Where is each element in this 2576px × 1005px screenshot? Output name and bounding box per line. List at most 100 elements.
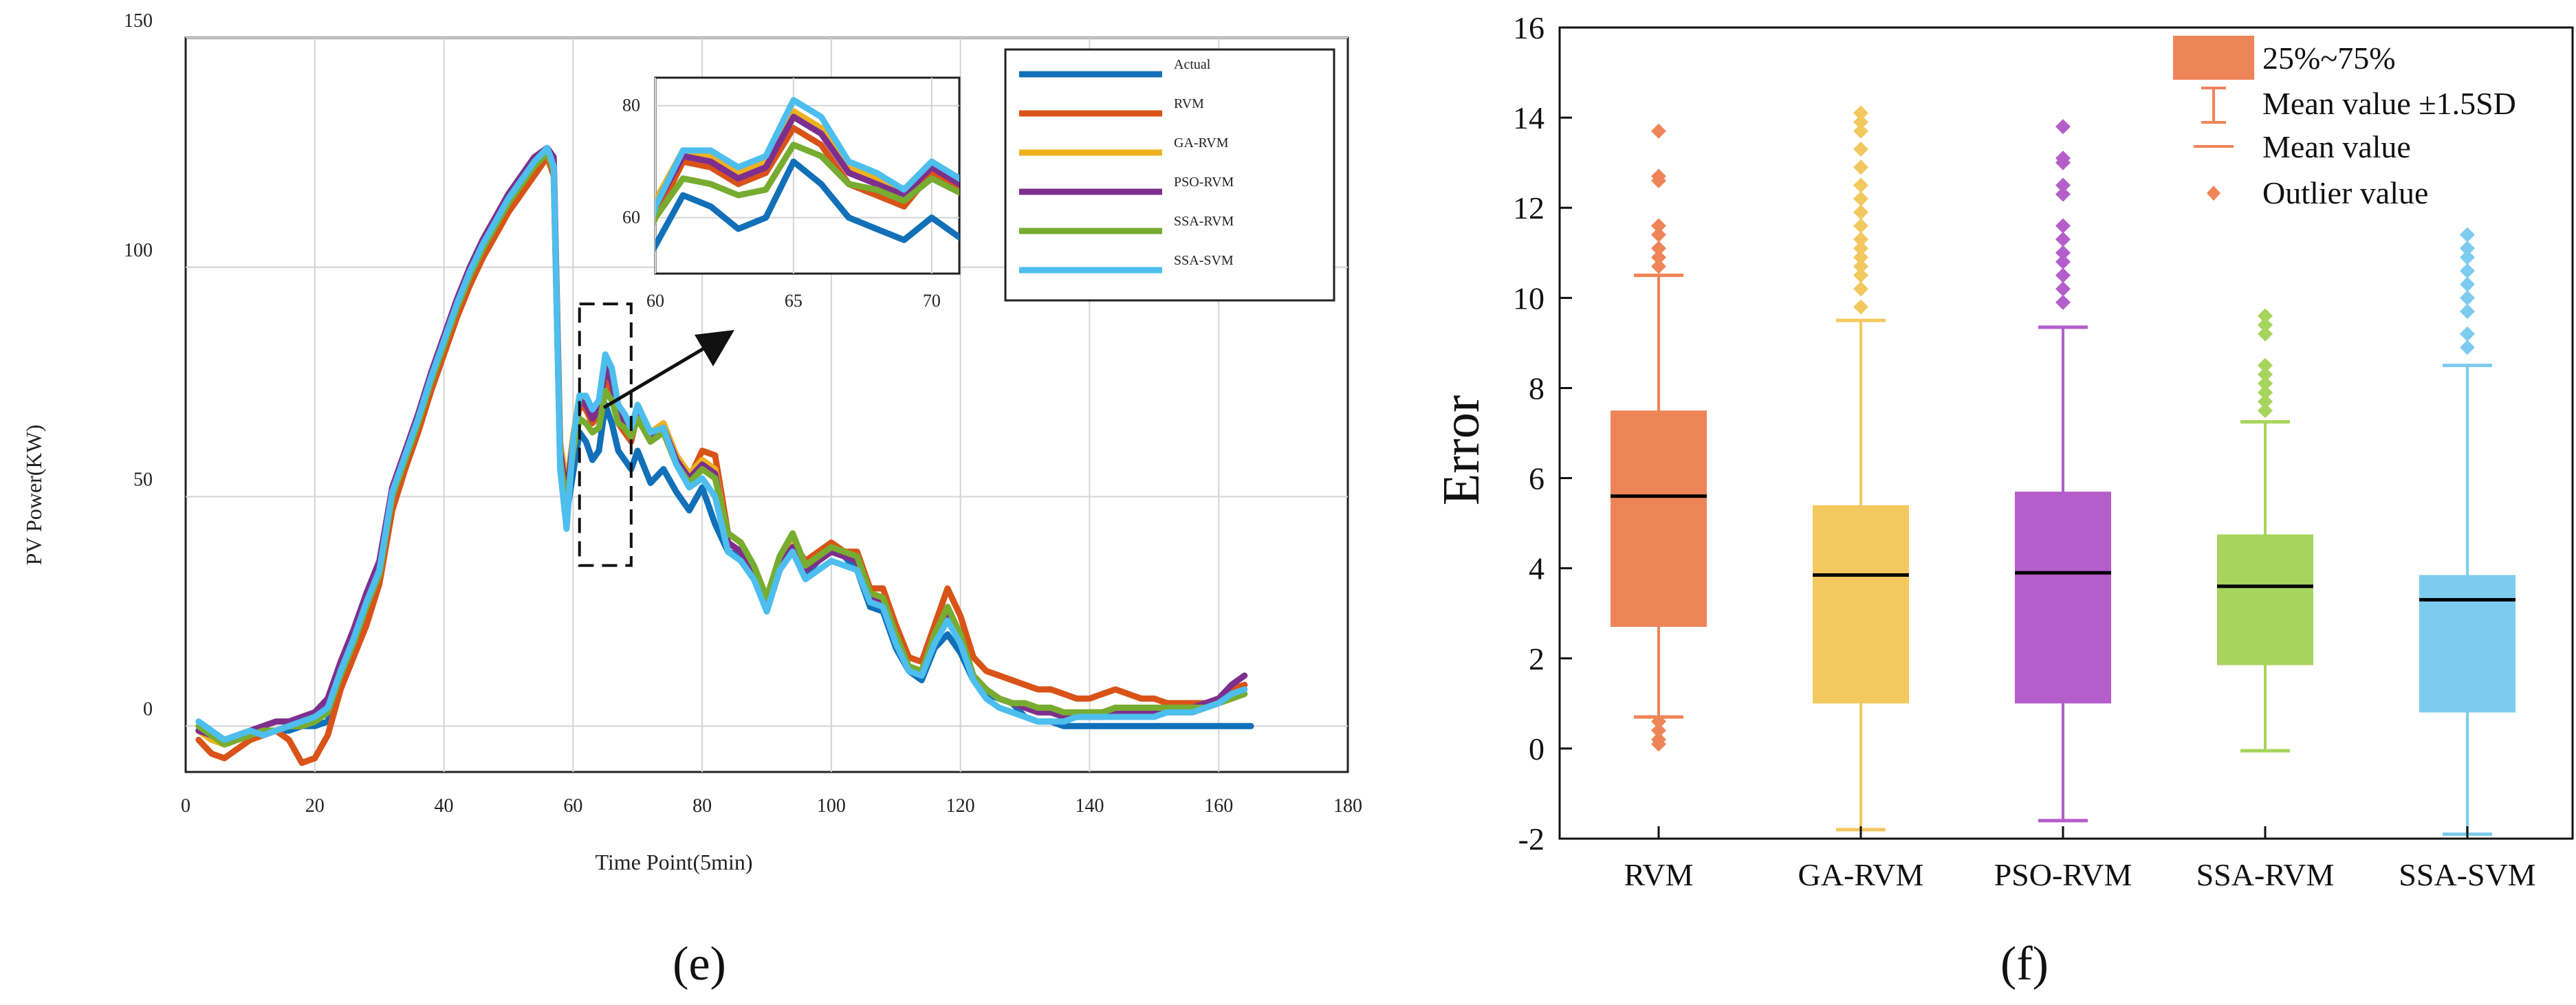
legend-e: Actual RVM GA-RVM PSO-RVM SSA-RVM SSA-SVM xyxy=(1004,48,1335,302)
y-axis-label-e: PV Power(KW) xyxy=(21,425,46,566)
outlier-point xyxy=(2055,281,2071,297)
x-tick-label: 180 xyxy=(1333,795,1362,817)
y-tick-label: 0 xyxy=(1529,731,1544,766)
legend-box-swatch xyxy=(2173,36,2254,80)
outlier-point xyxy=(1651,731,1666,747)
box-plot-panel-f: -2 0 2 4 6 8 10 12 14 16 RVM GA-RVM PSO-RVM SSA-RVM S… xyxy=(1432,10,2574,892)
y-ticks-e: 0 50 100 150 xyxy=(124,10,153,720)
legend-label: Mean value xyxy=(2262,129,2411,164)
y-tick-label: 12 xyxy=(1513,190,1544,225)
outlier-point xyxy=(1853,267,1868,283)
outlier-point xyxy=(2055,119,2071,135)
outlier-point xyxy=(2055,232,2071,247)
outlier-point xyxy=(1651,218,1666,234)
outlier-point xyxy=(2258,375,2273,391)
legend-label: Mean value ±1.5SD xyxy=(2262,86,2516,121)
inset-series-group xyxy=(655,97,959,252)
y-tick-label: 0 xyxy=(143,698,153,720)
outlier-point xyxy=(1853,250,1868,265)
inset-ticks: 60 65 70 60 80 xyxy=(622,96,941,311)
x-axis-label-e: Time Point(5min) xyxy=(595,850,752,874)
line-chart-panel-e: 0 20 40 60 80 100 120 140 160 180 0 50 100 150 60 65 7… xyxy=(21,10,1362,874)
zoom-arrow xyxy=(602,330,734,410)
outlier-point xyxy=(2258,326,2273,342)
outlier-point xyxy=(2460,340,2475,355)
outlier-point xyxy=(1853,105,1868,121)
series-line xyxy=(195,144,1248,743)
y-ticks-f: -2 0 2 4 6 8 10 12 14 16 xyxy=(1513,10,1572,857)
outlier-point xyxy=(2460,250,2475,265)
x-tick-label: 0 xyxy=(181,795,190,817)
x-tick-label: SSA-SVM xyxy=(2399,857,2535,892)
outlier-point xyxy=(2460,304,2475,319)
x-tick-label: 140 xyxy=(1075,795,1104,817)
box-iqr xyxy=(2015,492,2111,704)
x-tick-label: 120 xyxy=(946,795,975,817)
zoom-box xyxy=(578,302,633,567)
legend-label: 25%~75% xyxy=(2262,41,2396,76)
outlier-point xyxy=(1853,258,1868,274)
box-iqr xyxy=(2217,534,2313,665)
outlier-point xyxy=(2258,394,2273,410)
outlier-point xyxy=(1853,281,1868,297)
legend-label: GA-RVM xyxy=(1174,135,1229,151)
outlier-point xyxy=(1853,114,1868,130)
box-iqr xyxy=(1813,505,1909,704)
outlier-point xyxy=(1853,299,1868,315)
x-tick-label: GA-RVM xyxy=(1798,857,1924,892)
outlier-point xyxy=(2460,326,2475,342)
x-tick-label: 80 xyxy=(692,795,712,817)
x-tick-label: SSA-RVM xyxy=(2196,857,2335,892)
inset-x-tick-label: 60 xyxy=(646,291,664,311)
outlier-point xyxy=(2055,177,2071,193)
outlier-point xyxy=(1853,142,1868,157)
outlier-point xyxy=(1853,123,1868,139)
inset-y-tick-label: 80 xyxy=(622,96,640,115)
outlier-point xyxy=(2460,263,2475,278)
y-tick-label: 16 xyxy=(1513,10,1544,45)
boxes-group-f xyxy=(1611,105,2515,836)
outlier-point xyxy=(1853,204,1868,220)
x-tick-label: 100 xyxy=(817,795,846,817)
legend-label: Outlier value xyxy=(2262,175,2428,210)
y-tick-label: 100 xyxy=(124,240,153,261)
y-tick-label: 6 xyxy=(1529,461,1544,496)
outlier-point xyxy=(1853,241,1868,256)
inset-y-tick-label: 60 xyxy=(622,208,640,228)
outlier-point xyxy=(2460,290,2475,306)
outlier-point xyxy=(2055,186,2071,202)
plot-area-f xyxy=(1558,26,2574,840)
x-tick-label: 60 xyxy=(563,795,582,817)
inset-zoom-chart: 60 65 70 60 80 xyxy=(622,76,961,311)
legend-label: RVM xyxy=(1174,96,1204,111)
legend-label: SSA-SVM xyxy=(1174,253,1234,268)
outlier-point xyxy=(2055,151,2071,166)
y-tick-label: 10 xyxy=(1513,280,1544,316)
legend-label: PSO-RVM xyxy=(1174,175,1234,190)
outlier-point xyxy=(1651,722,1666,738)
caption-e: (e) xyxy=(673,938,726,991)
inset-series-line xyxy=(655,142,959,226)
outlier-point xyxy=(1853,159,1868,175)
y-tick-label: 4 xyxy=(1529,551,1544,586)
inset-x-tick-label: 65 xyxy=(785,291,803,311)
outlier-point xyxy=(1651,123,1666,139)
outlier-point xyxy=(1651,227,1666,243)
inset-x-tick-label: 70 xyxy=(923,291,941,311)
y-tick-label: 2 xyxy=(1529,641,1544,676)
outlier-point xyxy=(1651,714,1666,729)
outlier-point xyxy=(2258,317,2273,333)
legend-label: SSA-RVM xyxy=(1174,214,1234,229)
x-tick-label: RVM xyxy=(1624,857,1693,892)
x-tick-label: 40 xyxy=(435,795,454,817)
outlier-point xyxy=(2460,276,2475,292)
outlier-point xyxy=(1651,168,1666,184)
legend-f: 25%~75% Mean value ±1.5SD Mean value Outlie… xyxy=(2173,36,2516,210)
y-tick-label: 14 xyxy=(1513,100,1544,135)
inset-series-line xyxy=(655,158,959,252)
y-tick-label: -2 xyxy=(1518,821,1544,857)
x-tick-label: 20 xyxy=(305,795,325,817)
y-axis-label-f: Error xyxy=(1432,395,1490,505)
outlier-point xyxy=(2055,267,2071,283)
